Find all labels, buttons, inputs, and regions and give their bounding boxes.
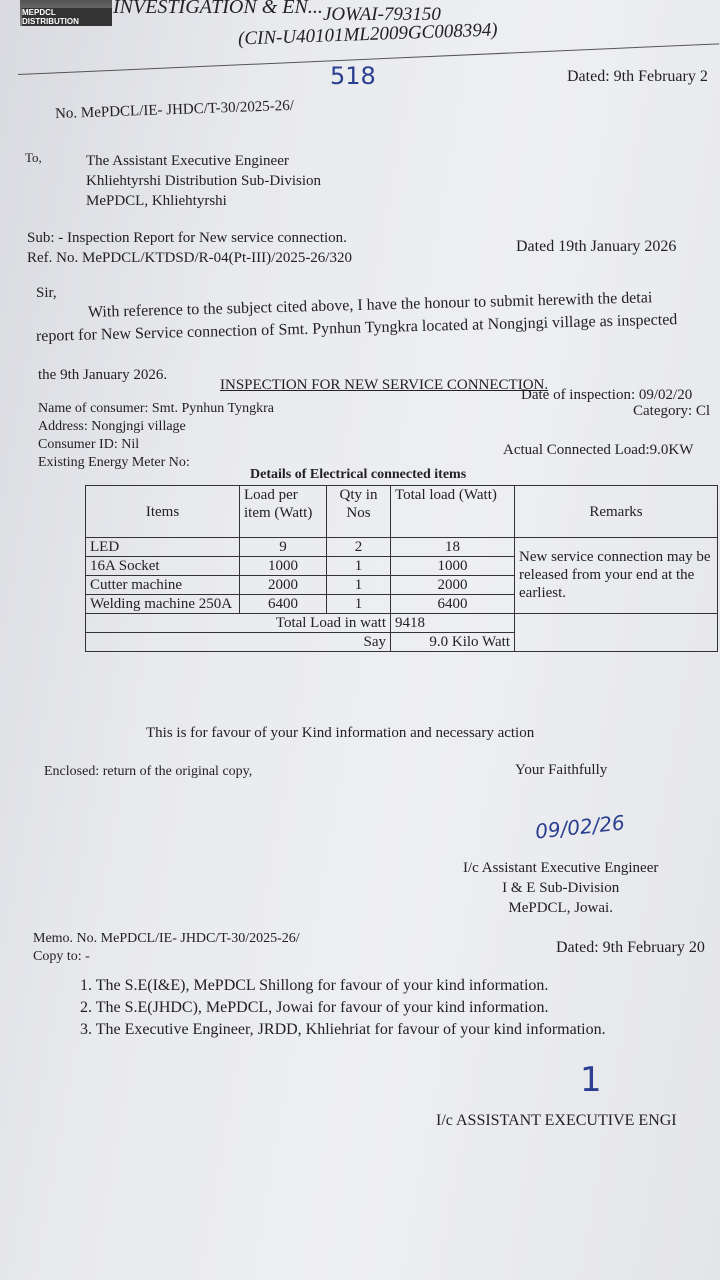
say-label: Say (85, 632, 391, 652)
item-qty: 1 (326, 594, 391, 614)
item-name: LED (85, 537, 240, 557)
recipient-line: Khliehtyrshi Distribution Sub-Division (86, 173, 322, 189)
consumer-details: Name of consumer: Smt. Pynhun Tyngkra Ad… (38, 400, 274, 472)
body-line: the 9th January 2026. (38, 367, 168, 383)
header-total: Total load (Watt) (390, 485, 515, 538)
header-load: Load per item (Watt) (239, 485, 327, 538)
say-value: 9.0 Kilo Watt (390, 632, 515, 652)
electrical-items-table: Items Load per item (Watt) Qty in Nos To… (85, 485, 718, 652)
copy-item: 2. The S.E(JHDC), MePDCL, Jowai for favo… (80, 999, 549, 1016)
copy-list: 1. The S.E(I&E), MePDCL Shillong for fav… (80, 975, 606, 1041)
item-name: 16A Socket (85, 556, 240, 576)
item-qty: 1 (326, 556, 391, 576)
company-logo: MEPDCL DISTRIBUTION (20, 0, 112, 26)
signatory-line: MePDCL, Jowai. (508, 900, 613, 916)
memo-date: Dated: 9th February 20 (556, 939, 705, 956)
say-row: Say 9.0 Kilo Watt (85, 632, 718, 652)
consumer-id: Consumer ID: Nil (38, 437, 140, 452)
salutation: Sir, (36, 285, 57, 301)
item-total: 18 (390, 537, 515, 557)
consumer-name: Name of consumer: Smt. Pynhun Tyngkra (38, 401, 274, 416)
item-total: 6400 (390, 594, 515, 614)
letter-date: Dated: 9th February 2 (567, 68, 708, 85)
subject: Sub: - Inspection Report for New service… (27, 230, 347, 246)
table-row: 16A Socket 1000 1 1000 (85, 556, 718, 576)
memo-signature: 1 (580, 1060, 602, 1100)
item-load: 1000 (239, 556, 327, 576)
office-city: JOWAI-793150 (323, 4, 441, 25)
category: Category: Cl (633, 403, 711, 419)
recipient-line: MePDCL, Khliehtyrshi (86, 193, 227, 209)
energy-meter: Existing Energy Meter No: (38, 455, 190, 470)
copy-to: Copy to: - (33, 949, 90, 964)
item-load: 9 (239, 537, 327, 557)
header-qty: Qty in Nos (326, 485, 391, 538)
total-row: Total Load in watt 9418 (85, 613, 718, 652)
signature: 09/02/26 (533, 810, 626, 844)
consumer-address: Address: Nongjngi village (38, 419, 186, 434)
section-title: INSPECTION FOR NEW SERVICE CONNECTION. (220, 377, 549, 393)
connected-load: Actual Connected Load:9.0KW (503, 442, 694, 458)
item-load: 6400 (239, 594, 327, 614)
empty-cell (514, 613, 718, 652)
signatory-block: I/c Assistant Executive Engineer I & E S… (463, 858, 658, 918)
header-remarks: Remarks (514, 485, 718, 538)
header-items: Items (85, 485, 240, 538)
recipient-line: The Assistant Executive Engineer (86, 153, 289, 169)
copy-item: 1. The S.E(I&E), MePDCL Shillong for fav… (80, 977, 549, 994)
total-label: Total Load in watt (85, 613, 391, 633)
total-value: 9418 (390, 613, 515, 633)
item-name: Cutter machine (85, 575, 240, 595)
table-row: Welding machine 250A 6400 1 6400 (85, 594, 718, 614)
item-qty: 2 (326, 537, 391, 557)
copy-item: 3. The Executive Engineer, JRDD, Khliehr… (80, 1021, 606, 1038)
office-name: INVESTIGATION & EN... (113, 0, 323, 18)
to-label: To, (25, 150, 42, 165)
inspection-date: Date of inspection: 09/02/20 (521, 387, 693, 403)
table-header-row: Items Load per item (Watt) Qty in Nos To… (85, 485, 718, 538)
cin-number: (CIN-U40101ML2009GC008394) (237, 19, 498, 50)
signatory-line: I & E Sub-Division (502, 880, 620, 896)
item-load: 2000 (239, 575, 327, 595)
handwritten-number: 518 (330, 62, 376, 90)
item-total: 1000 (390, 556, 515, 576)
table-caption: Details of Electrical connected items (250, 467, 467, 482)
item-total: 2000 (390, 575, 515, 595)
remarks-text: New service connection may be released f… (514, 537, 718, 614)
faithfully: Your Faithfully (515, 762, 608, 778)
item-qty: 1 (326, 575, 391, 595)
memo-signatory: I/c ASSISTANT EXECUTIVE ENGI (436, 1112, 677, 1129)
memo-number: Memo. No. MePDCL/IE- JHDC/T-30/2025-26/ (33, 931, 300, 946)
signatory-line: I/c Assistant Executive Engineer (463, 860, 659, 876)
enclosed-line: Enclosed: return of the original copy, (44, 764, 253, 779)
table-row: LED 9 2 18 New service connection may be… (85, 537, 718, 614)
reference-date: Dated 19th January 2026 (516, 238, 677, 255)
info-line: This is for favour of your Kind informat… (146, 725, 535, 741)
recipient-address: The Assistant Executive Engineer Khlieht… (86, 151, 321, 211)
reference: Ref. No. MePDCL/KTDSD/R-04(Pt-III)/2025-… (27, 250, 352, 266)
item-name: Welding machine 250A (85, 594, 240, 614)
reference-number: No. MePDCL/IE- JHDC/T-30/2025-26/ (54, 97, 295, 123)
